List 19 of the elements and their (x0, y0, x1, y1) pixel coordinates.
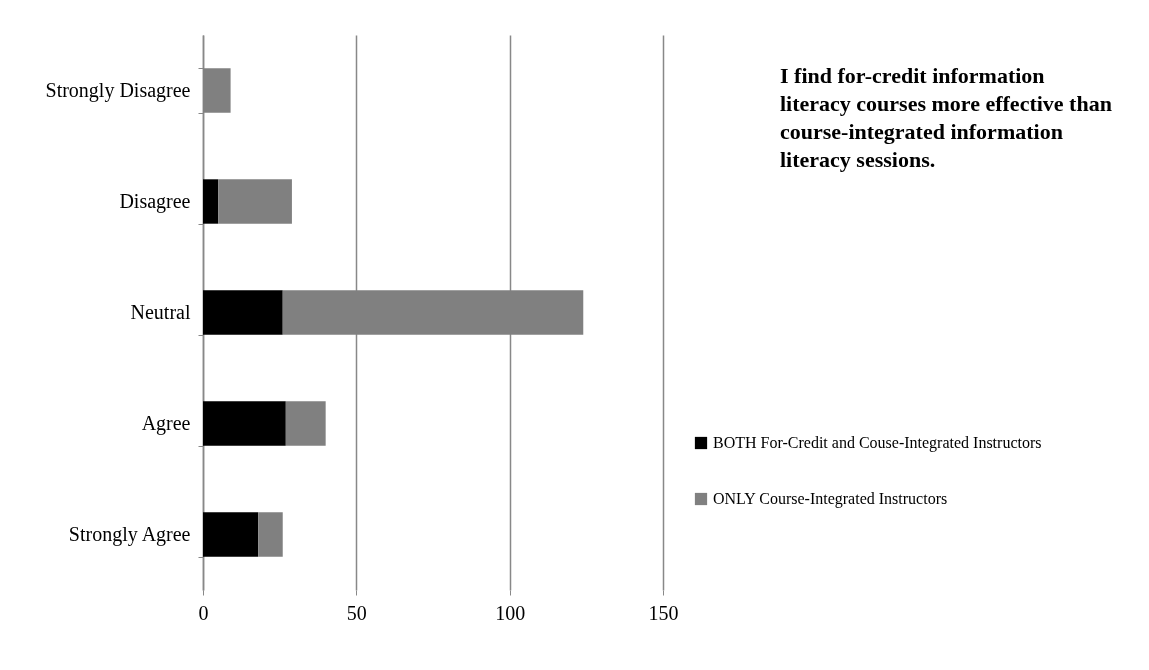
text: I find for-credit information literacy courses more effective than course-integrated information literacy sessions. (780, 62, 1113, 174)
x-tick-label: 50 (346, 601, 367, 624)
x-tick-label: 150 (648, 601, 679, 624)
y-tick-label: Agree (141, 412, 191, 435)
bar (203, 179, 219, 224)
x-tick-label: 0 (198, 601, 209, 624)
y-tick-label: Strongly Agree (68, 523, 191, 546)
bar (258, 512, 283, 557)
x-tick-label: 100 (495, 601, 526, 624)
legend-label: ONLY Course-Integrated Instructors (713, 490, 948, 508)
bar (203, 290, 283, 335)
y-tick-label: Disagree (119, 190, 191, 213)
bar (218, 179, 292, 224)
bar (203, 401, 286, 446)
bar (203, 512, 259, 557)
bar (285, 401, 326, 446)
legend-label: BOTH For-Credit and Couse-Integrated Instructors (713, 434, 1042, 452)
y-tick-label: Strongly Disagree (45, 79, 191, 102)
y-tick-label: Neutral (130, 301, 191, 323)
